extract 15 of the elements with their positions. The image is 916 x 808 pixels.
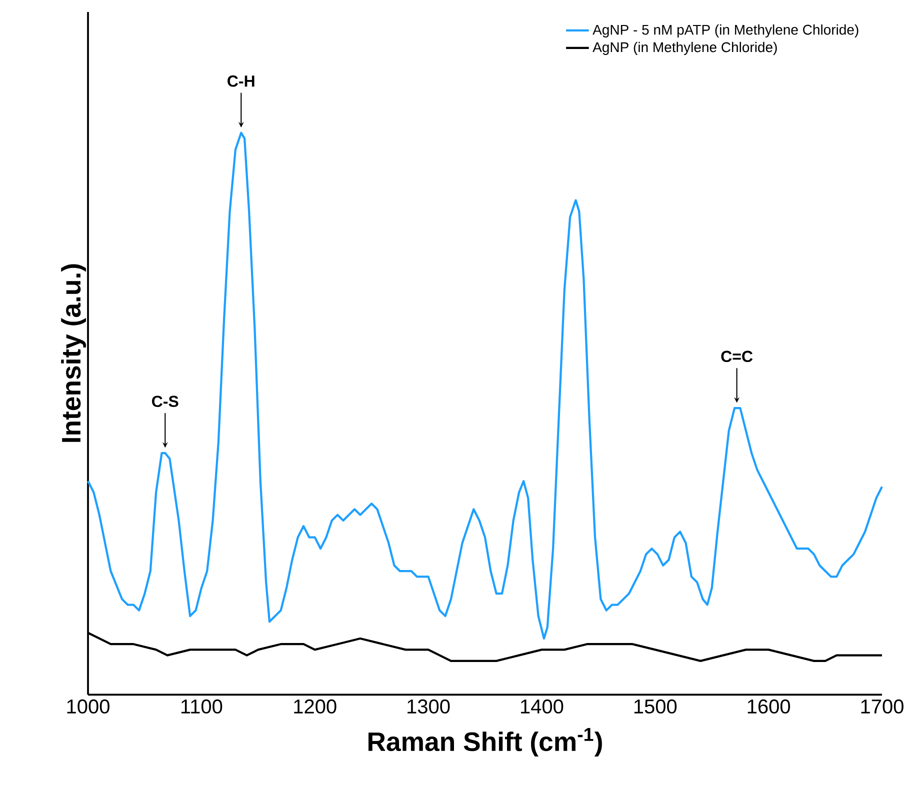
annotation: C-S — [152, 396, 178, 408]
annotation: C=C — [721, 350, 753, 362]
legend-label: AgNP - 5 nM pATP (in Methylene Chloride) — [592, 24, 858, 38]
legend-label: AgNP (in Methylene Chloride) — [592, 42, 777, 55]
x-tick-label: 1200 — [294, 699, 336, 714]
x-axis-title: Raman Shift (cm$^{-1}$) — [368, 728, 602, 756]
y-axis-title: Intensity (a.u.) — [61, 264, 86, 442]
x-tick-label: 1100 — [181, 699, 222, 714]
x-tick-label: 1400 — [521, 699, 564, 714]
x-tick-label: 1000 — [67, 699, 110, 714]
annotation: C-H — [228, 75, 254, 87]
x-tick-label: 1500 — [634, 699, 677, 714]
x-tick-label: 1300 — [408, 699, 450, 714]
x-tick-label: 1600 — [748, 699, 790, 714]
x-tick-label: 1700 — [861, 699, 904, 714]
